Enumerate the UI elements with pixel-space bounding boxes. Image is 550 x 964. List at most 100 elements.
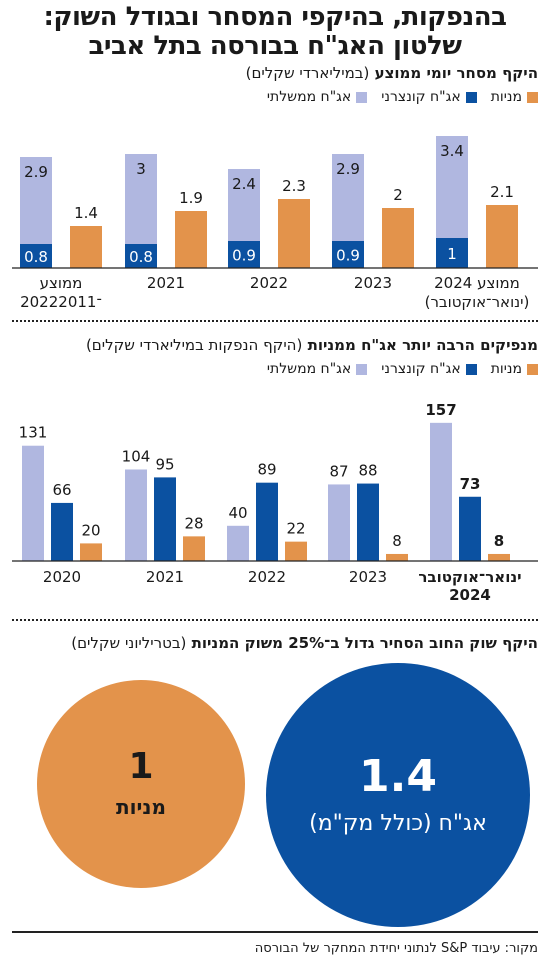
- category-label: 2023: [354, 274, 392, 292]
- bar-stocks: [285, 541, 307, 561]
- legend-item-government: אג"ח ממשלתי: [266, 89, 368, 105]
- section-divider-2: [12, 619, 538, 621]
- data-label-stocks: 1.4: [74, 204, 98, 222]
- section2-title-text: מנפיקים הרבה יותר אג"ח ממניות: [307, 336, 538, 354]
- section2-legend: מניות אג"ח קונצרני אג"ח ממשלתי: [267, 361, 538, 377]
- category-label: 2024: [449, 586, 491, 604]
- legend-item-corporate: אג"ח קונצרני: [381, 89, 477, 105]
- data-label-stocks: 8: [392, 532, 402, 550]
- stocks-market-label: מניות: [116, 795, 166, 819]
- source-note: מקור: עיבוד S&P לנתוני יחידת המחקר של הב…: [12, 931, 538, 956]
- data-label-corporate: 89: [257, 461, 276, 479]
- data-label-government: 131: [19, 424, 48, 442]
- category-label: 2021: [146, 568, 184, 586]
- data-label-corporate: 95: [155, 455, 174, 473]
- category-label: (ינואר־אוקטובר): [425, 293, 530, 311]
- bar-government: [436, 136, 468, 238]
- section1-title-text: היקף מסחר יומי ממוצע: [374, 64, 538, 82]
- category-label: 2022: [248, 568, 286, 586]
- bonds-market-circle: 1.4 אג"ח (כולל מק"מ): [266, 663, 530, 927]
- section1-subtitle: (במיליארדי שקלים): [245, 64, 370, 82]
- legend-label-corporate: אג"ח קונצרני: [381, 89, 461, 105]
- data-label-stocks: 28: [184, 514, 203, 532]
- bar-government: [22, 445, 44, 561]
- data-label-stocks: 2.1: [490, 183, 514, 201]
- bar-stocks: [80, 543, 102, 561]
- legend-swatch-stocks: [527, 363, 538, 375]
- bar-government: [328, 484, 350, 561]
- bonds-market-value: 1.4: [359, 750, 437, 802]
- bar-corporate: [357, 483, 379, 561]
- data-label-stocks: 22: [286, 520, 305, 538]
- data-label-government: 157: [425, 401, 456, 419]
- data-label-corporate: 88: [358, 462, 377, 480]
- bar-corporate: [51, 502, 73, 561]
- category-label: ממוצע 2024: [434, 274, 520, 292]
- bar-corporate: [332, 241, 364, 268]
- legend-label-stocks: מניות: [490, 89, 522, 105]
- legend-item-government: אג"ח ממשלתי: [266, 361, 368, 377]
- page-title-line-1: בהנפקות, בהיקפי המסחר ובגודל השוק:: [43, 2, 507, 32]
- legend-item-stocks: מניות: [491, 89, 538, 105]
- bar-stocks: [70, 226, 102, 268]
- bar-stocks: [386, 553, 408, 561]
- data-label-corporate: 73: [460, 475, 481, 493]
- legend-item-corporate: אג"ח קונצרני: [381, 361, 477, 377]
- legend-label-government: אג"ח ממשלתי: [266, 89, 352, 105]
- bar-government: [430, 422, 452, 561]
- bar-government: [228, 169, 260, 241]
- legend-label-stocks: מניות: [490, 361, 522, 377]
- bar-corporate: [125, 244, 157, 268]
- section1-title: היקף מסחר יומי ממוצע (במיליארדי שקלים): [246, 64, 538, 82]
- legend-swatch-stocks: [527, 91, 538, 103]
- bar-corporate: [20, 244, 52, 268]
- section3-title-text: היקף שוק החוב הסחיר גדול ב־25% משוק המני…: [191, 634, 538, 652]
- category-label: ממוצע: [40, 274, 83, 292]
- category-label: 2021: [147, 274, 185, 292]
- section-divider-1: [12, 320, 538, 322]
- legend-swatch-government: [356, 91, 368, 103]
- legend-swatch-corporate: [465, 363, 477, 375]
- data-label-corporate: 66: [52, 481, 71, 499]
- stocks-market-value: 1: [128, 746, 154, 787]
- bar-government: [227, 525, 249, 561]
- bar-government: [20, 157, 52, 244]
- data-label-stocks: 2: [393, 186, 403, 204]
- legend-label-corporate: אג"ח קונצרני: [381, 361, 461, 377]
- category-label: 2022: [250, 274, 288, 292]
- category-label: 2023: [349, 568, 387, 586]
- data-label-stocks: 8: [494, 532, 504, 550]
- bar-stocks: [183, 536, 205, 561]
- legend-item-stocks: מניות: [491, 361, 538, 377]
- bar-government: [332, 154, 364, 241]
- bar-corporate: [256, 482, 278, 561]
- data-label-stocks: 2.3: [282, 177, 306, 195]
- data-label-government: 2.4: [232, 175, 256, 193]
- section2-title: מנפיקים הרבה יותר אג"ח ממניות (היקף הנפק…: [86, 336, 538, 354]
- bar-corporate: [154, 477, 176, 561]
- data-label-government: 3: [136, 160, 146, 178]
- data-label-government: 104: [122, 447, 151, 465]
- bar-stocks: [488, 553, 510, 561]
- bonds-market-label: אג"ח (כולל מק"מ): [309, 810, 487, 836]
- section3-title: היקף שוק החוב הסחיר גדול ב־25% משוק המני…: [71, 634, 538, 652]
- bar-corporate: [459, 496, 481, 561]
- data-label-corporate: 0.8: [129, 248, 153, 266]
- category-label: 2022־2011: [20, 293, 102, 311]
- data-label-corporate: 1: [447, 245, 457, 263]
- section1-legend: מניות אג"ח קונצרני אג"ח ממשלתי: [267, 89, 538, 105]
- bar-stocks: [486, 205, 518, 268]
- category-label: 2020: [43, 568, 81, 586]
- page-title-line-2: שלטון האג"ח בבורסה בתל אביב: [88, 31, 462, 61]
- data-label-corporate: 0.9: [336, 247, 360, 265]
- bar-stocks: [278, 199, 310, 268]
- bar-stocks: [382, 208, 414, 268]
- bar-corporate: [228, 241, 260, 268]
- legend-label-government: אג"ח ממשלתי: [266, 361, 352, 377]
- legend-swatch-government: [356, 363, 368, 375]
- bar-government: [125, 154, 157, 244]
- data-label-stocks: 1.9: [179, 189, 203, 207]
- data-label-government: 3.4: [440, 142, 464, 160]
